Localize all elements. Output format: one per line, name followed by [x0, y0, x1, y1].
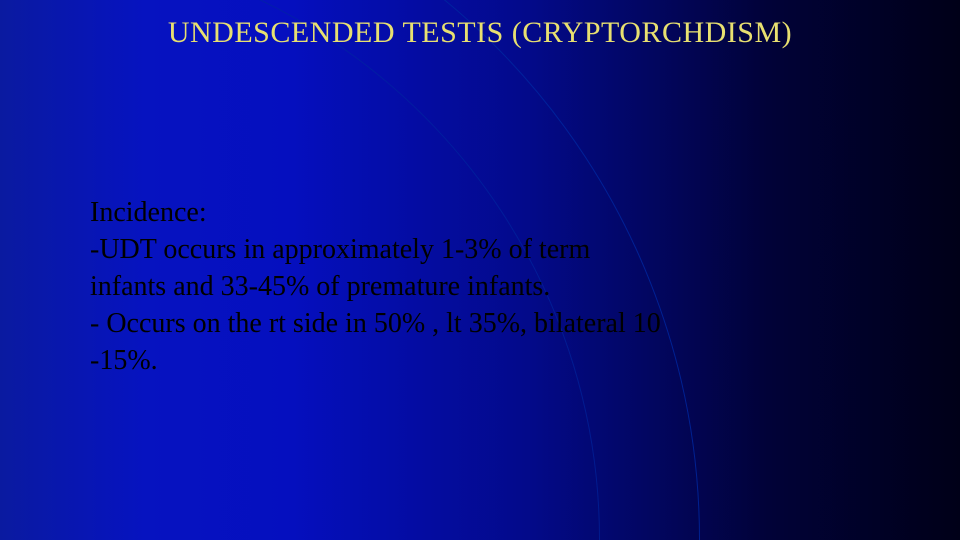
- body-line-3: - Occurs on the rt side in 50% , lt 35%,…: [90, 306, 850, 343]
- slide-title: UNDESCENDED TESTIS (CRYPTORCHDISM): [0, 16, 960, 50]
- slide-body: Incidence: -UDT occurs in approximately …: [90, 195, 850, 380]
- slide: UNDESCENDED TESTIS (CRYPTORCHDISM) Incid…: [0, 0, 960, 540]
- body-heading: Incidence:: [90, 195, 850, 232]
- body-line-4: -15%.: [90, 343, 850, 380]
- body-line-1: -UDT occurs in approximately 1-3% of ter…: [90, 232, 850, 269]
- body-line-2: infants and 33-45% of premature infants.: [90, 269, 850, 306]
